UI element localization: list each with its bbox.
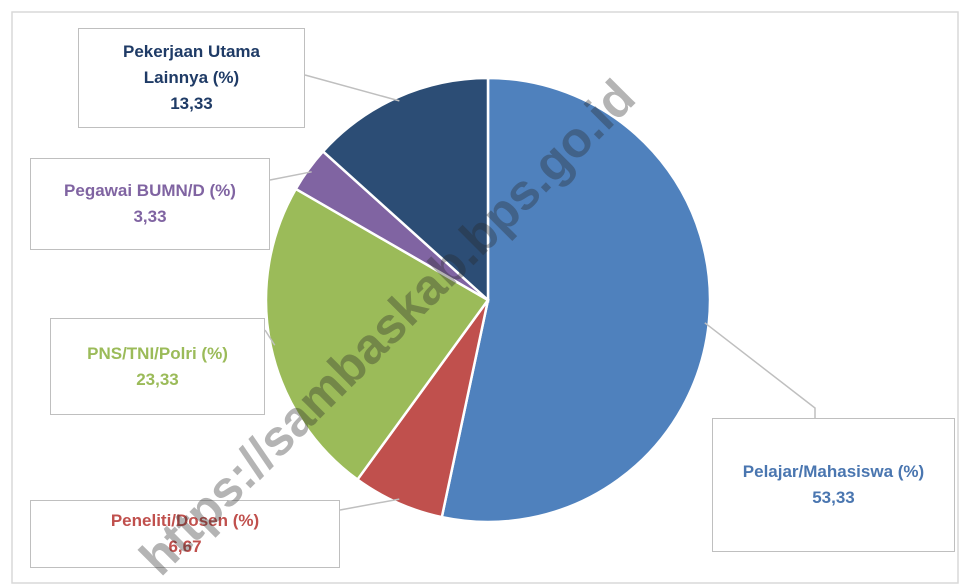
value-label: 23,33 — [136, 369, 179, 389]
leader-line — [704, 322, 816, 418]
value-label: 53,33 — [812, 488, 855, 507]
category-label: Pegawai BUMN/D (%) — [64, 181, 236, 200]
chart-border — [11, 11, 959, 584]
pie-slice — [264, 187, 490, 482]
leader-line — [304, 74, 400, 102]
category-label: Pekerjaan Utama Lainnya (%) — [122, 42, 261, 87]
value-label: 3,33 — [133, 207, 167, 226]
value-label: 6,67 — [168, 537, 202, 556]
leader-line — [269, 171, 312, 181]
data-label-box: Pekerjaan Utama Lainnya (%) 13,33 — [78, 28, 305, 128]
leader-line — [264, 329, 276, 346]
category-label: PNS/TNI/Polri (%) — [87, 343, 228, 363]
data-label-box: PNS/TNI/Polri (%) 23,33 — [50, 318, 265, 415]
data-label-box: Pelajar/Mahasiswa (%) 53,33 — [712, 418, 955, 552]
leader-line — [339, 498, 400, 511]
value-label: 13,33 — [170, 94, 213, 113]
pie-slice — [321, 76, 490, 303]
category-label: Peneliti/Dosen (%) — [110, 511, 260, 530]
category-label: Pelajar/Mahasiswa (%) — [742, 462, 925, 481]
data-label-box: Pegawai BUMN/D (%) 3,33 — [30, 158, 270, 250]
leader-lines — [264, 74, 816, 511]
pie-slice — [440, 76, 712, 524]
data-label-box: Peneliti/Dosen (%) 6,67 — [30, 500, 340, 568]
